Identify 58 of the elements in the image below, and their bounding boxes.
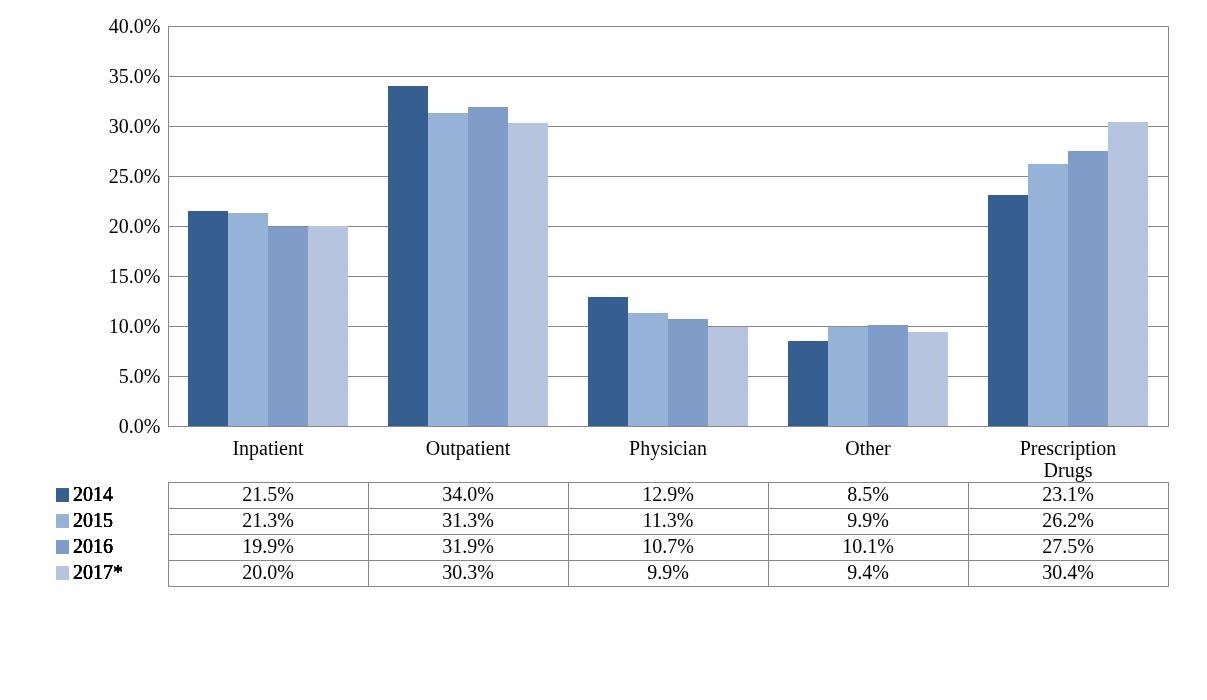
legend-label: 2017* — [73, 561, 123, 583]
legend-label: 2015 — [73, 509, 113, 531]
x-tick-label: Other — [845, 436, 892, 459]
x-tick-label: Outpatient — [425, 436, 511, 460]
x-tick-label: Inpatient — [232, 436, 304, 460]
data-label: 8.5% — [847, 483, 889, 505]
bar — [1068, 151, 1108, 426]
data-label: 23.1% — [1042, 483, 1094, 505]
bar — [908, 332, 948, 426]
y-tick-label: 40.0% — [108, 14, 161, 37]
x-tick-label: Physician — [629, 436, 707, 460]
bar — [1108, 122, 1148, 426]
bar — [628, 313, 668, 426]
data-label: 10.1% — [842, 535, 894, 557]
y-tick-label: 35.0% — [108, 64, 161, 87]
bar — [508, 123, 548, 426]
bar — [388, 86, 428, 426]
y-tick-label: 0.0% — [118, 414, 161, 437]
data-label: 34.0% — [442, 483, 494, 505]
data-label: 9.9% — [847, 509, 889, 531]
bar — [668, 319, 708, 426]
data-label: 31.3% — [442, 509, 494, 531]
y-tick-label: 20.0% — [108, 214, 161, 237]
bar — [588, 297, 628, 426]
data-label: 31.9% — [442, 535, 494, 557]
data-label: 30.3% — [442, 561, 494, 583]
bar — [188, 211, 228, 426]
x-tick-label: Prescription Drugs — [1019, 436, 1117, 482]
bar — [268, 227, 308, 426]
y-tick-label: 30.0% — [108, 114, 161, 137]
legend-label: 2014 — [73, 483, 113, 505]
bar — [228, 213, 268, 426]
data-label: 19.9% — [242, 535, 294, 557]
data-label: 21.3% — [242, 509, 294, 531]
bar — [428, 113, 468, 426]
bar — [828, 327, 868, 426]
bar — [468, 107, 508, 426]
data-label: 26.2% — [1042, 509, 1094, 531]
bar — [868, 325, 908, 426]
data-label: 10.7% — [642, 535, 694, 557]
bar — [788, 341, 828, 426]
y-tick-label: 25.0% — [108, 164, 161, 187]
data-label: 12.9% — [642, 483, 694, 505]
data-label: 27.5% — [1042, 535, 1094, 557]
bar — [988, 195, 1028, 426]
y-tick-label: 15.0% — [108, 264, 161, 287]
bar — [708, 327, 748, 426]
bar — [1028, 164, 1068, 426]
data-label: 30.4% — [1042, 561, 1094, 583]
y-tick-label: 5.0% — [118, 364, 161, 387]
data-label: 9.9% — [647, 561, 689, 583]
data-label: 21.5% — [242, 483, 294, 505]
y-tick-label: 10.0% — [108, 314, 161, 337]
data-label: 11.3% — [642, 509, 694, 531]
bar — [308, 226, 348, 426]
legend-label: 2016 — [73, 535, 113, 557]
data-label: 20.0% — [242, 561, 294, 583]
data-label: 9.4% — [847, 561, 889, 583]
